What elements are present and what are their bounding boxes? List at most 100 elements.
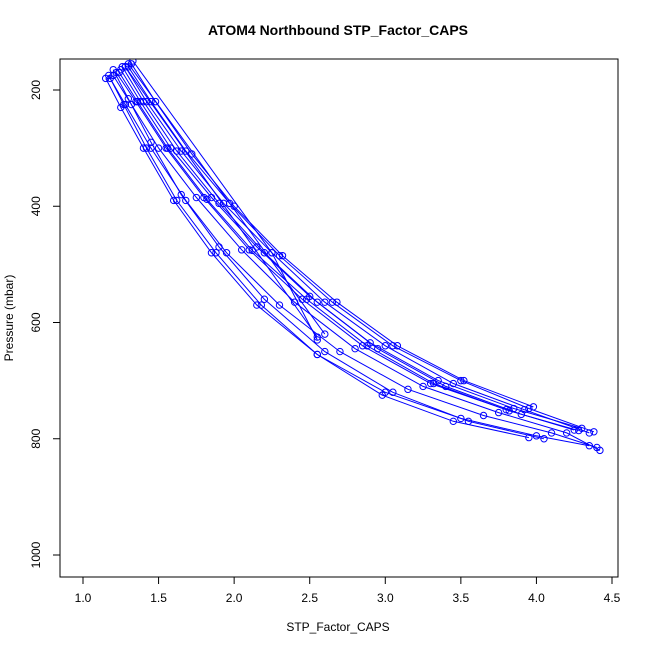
series-line — [118, 72, 579, 432]
y-axis-label: Pressure (mbar) — [2, 275, 16, 362]
series-line — [120, 69, 582, 429]
data-point — [596, 446, 604, 455]
data-point — [133, 97, 142, 106]
data-point — [419, 382, 427, 391]
data-point — [378, 391, 386, 399]
data-point — [393, 342, 402, 350]
data-point — [313, 298, 321, 306]
data-point — [173, 196, 181, 205]
series-1 — [106, 74, 601, 452]
series-line — [115, 72, 575, 431]
series-7 — [121, 63, 594, 437]
x-tick-label: 1.0 — [75, 591, 92, 605]
series-11 — [115, 68, 583, 435]
data-point — [260, 295, 269, 303]
data-point — [449, 379, 457, 388]
data-point — [479, 411, 488, 420]
data-point — [142, 144, 151, 152]
data-point — [449, 417, 457, 426]
x-axis: 1.0 1.5 2.0 2.5 3.0 3.5 4.0 4.5 — [75, 576, 621, 605]
y-tick-label: 600 — [29, 312, 43, 332]
data-point — [529, 403, 538, 411]
x-tick-label: 1.5 — [150, 591, 167, 605]
data-point — [457, 414, 465, 423]
data-point — [278, 251, 287, 260]
x-tick-label: 2.0 — [226, 591, 243, 605]
data-point — [389, 388, 397, 396]
y-tick-label: 200 — [29, 80, 43, 100]
data-point — [104, 71, 113, 80]
data-point — [257, 301, 266, 309]
data-point — [163, 144, 172, 152]
series-line — [105, 78, 590, 447]
series-line — [112, 69, 545, 440]
data-point — [381, 342, 389, 350]
data-point — [351, 344, 359, 353]
series-10 — [127, 60, 538, 411]
series-9 — [104, 71, 533, 442]
data-point — [313, 336, 321, 344]
data-point — [154, 144, 163, 152]
data-point — [363, 342, 371, 350]
data-point — [115, 68, 123, 77]
data-point — [177, 190, 185, 199]
y-axis: 200 400 600 800 1000 — [29, 80, 61, 568]
data-point — [336, 347, 344, 356]
data-point — [562, 429, 571, 437]
data-point — [129, 59, 137, 65]
data-point — [212, 249, 220, 257]
data-point — [313, 350, 321, 359]
data-point — [321, 298, 329, 306]
data-point — [404, 385, 412, 394]
series-13 — [124, 60, 329, 338]
series-line — [108, 75, 530, 439]
series-line — [121, 66, 522, 415]
data-point — [505, 407, 513, 415]
data-point — [547, 429, 556, 437]
data-point — [215, 243, 223, 251]
data-point — [302, 295, 311, 303]
series-6 — [118, 63, 526, 419]
series-line — [127, 66, 595, 433]
data-point — [173, 147, 181, 155]
data-point — [268, 249, 276, 257]
x-tick-label: 4.5 — [604, 591, 621, 605]
data-point — [124, 95, 133, 103]
data-point — [575, 426, 583, 435]
data-point — [494, 408, 503, 417]
data-point — [429, 379, 438, 388]
series-line — [124, 66, 318, 338]
data-point — [203, 195, 211, 203]
data-point — [109, 65, 117, 74]
series-14 — [129, 59, 321, 344]
series-line — [109, 78, 598, 448]
data-point — [147, 97, 155, 106]
y-tick-label: 1000 — [29, 541, 43, 568]
series-4 — [117, 65, 586, 432]
plot-area — [101, 59, 604, 455]
data-point — [177, 147, 185, 155]
data-point — [333, 298, 341, 306]
data-point — [590, 428, 598, 436]
data-point — [321, 330, 329, 338]
x-axis-label: STP_Factor_CAPS — [286, 620, 389, 634]
series-line — [132, 60, 318, 341]
x-tick-label: 3.5 — [453, 591, 470, 605]
data-point — [525, 433, 533, 442]
y-tick-label: 800 — [29, 428, 43, 448]
x-tick-label: 4.0 — [528, 591, 545, 605]
data-point — [321, 347, 329, 356]
data-point — [260, 249, 269, 257]
series-line — [124, 66, 590, 434]
data-point — [207, 249, 216, 257]
data-point — [182, 147, 190, 155]
series-3 — [112, 68, 578, 434]
x-tick-label: 3.0 — [377, 591, 394, 605]
x-tick-label: 2.5 — [301, 591, 318, 605]
series-5 — [109, 65, 548, 443]
series-2 — [109, 71, 604, 455]
series-line — [127, 63, 326, 335]
data-point — [460, 376, 468, 385]
chart-title: ATOM4 Northbound STP_Factor_CAPS — [208, 22, 468, 38]
